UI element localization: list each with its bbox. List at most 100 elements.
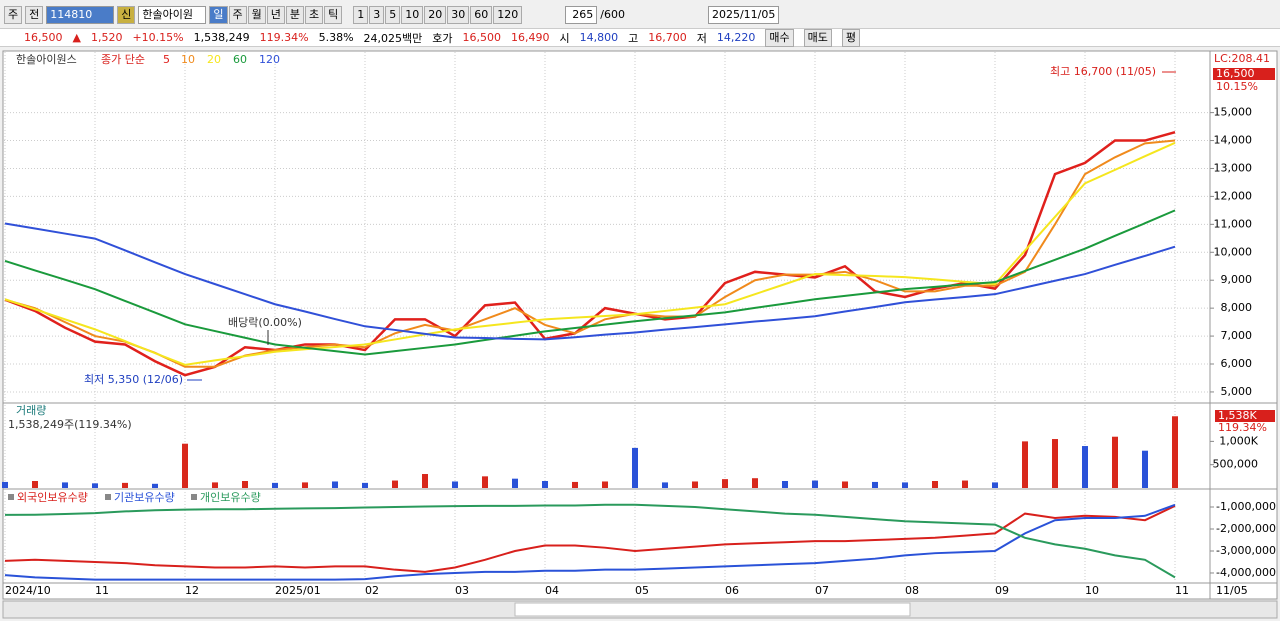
turnover: 5.38% — [318, 31, 354, 44]
legend-entry: 20 — [207, 53, 221, 66]
volume-badge — [1215, 410, 1275, 422]
y-tick-label: -4,000,000 — [1216, 566, 1276, 579]
legend-entry: 10 — [181, 53, 195, 66]
count-input[interactable]: 265 — [565, 5, 598, 24]
volume-bar — [272, 482, 278, 488]
chart-frame — [2, 50, 1278, 600]
legend-swatch — [8, 494, 14, 500]
scroll-thumb[interactable] — [514, 602, 911, 617]
axis-label: 119.34% — [1218, 421, 1267, 434]
interval-button[interactable]: 30 — [447, 5, 470, 24]
volume-bar — [1142, 450, 1148, 488]
y-tick-label: 500,000 — [1213, 458, 1259, 471]
legend-entry: 외국인보유수량 — [17, 491, 88, 504]
annotation: 최저 5,350 (12/06) — [84, 373, 183, 386]
y-tick-label: 9,000 — [1221, 273, 1253, 286]
period-button[interactable]: 주 — [228, 5, 247, 24]
volume-bar — [92, 483, 98, 488]
x-tick-label: 02 — [365, 584, 379, 597]
volume-bar — [842, 481, 848, 488]
interval-button[interactable]: 20 — [424, 5, 447, 24]
volume-bar — [902, 482, 908, 488]
period-button[interactable]: 초 — [305, 5, 324, 24]
ask: 16,500 — [462, 31, 502, 44]
avg-button[interactable]: 평 — [841, 28, 861, 47]
chart-title: 거래량 — [16, 404, 46, 417]
axis-label: 16,500 — [1216, 67, 1255, 80]
x-tick-label: 11 — [95, 584, 109, 597]
volume-bar — [872, 481, 878, 488]
x-tick-label: 03 — [455, 584, 469, 597]
sell-button[interactable]: 매도 — [803, 28, 832, 47]
volume-bar — [782, 481, 788, 488]
x-tick-label: 11 — [1175, 584, 1189, 597]
date-input[interactable]: 2025/11/05 — [707, 5, 780, 24]
volume: 1,538,249 — [193, 31, 250, 44]
volume-bar — [542, 481, 548, 488]
x-tick-label: 05 — [635, 584, 649, 597]
view-select[interactable]: 주 — [4, 5, 23, 24]
change: 1,520 — [90, 31, 123, 44]
volume-bar — [482, 476, 488, 488]
x-tick-label: 10 — [1085, 584, 1099, 597]
bid: 16,490 — [511, 31, 550, 44]
volume-bar — [2, 481, 8, 488]
low: 14,220 — [716, 31, 756, 44]
interval-button[interactable]: 3 — [369, 5, 385, 24]
series-line — [4, 503, 1176, 579]
legend-entry: 개인보유수량 — [200, 491, 261, 504]
x-end-label: 11/05 — [1216, 584, 1248, 597]
max-count: /600 — [600, 8, 625, 21]
period-button[interactable]: 틱 — [324, 5, 343, 24]
interval-button[interactable]: 120 — [493, 5, 523, 24]
interval-button[interactable]: 1 — [353, 5, 369, 24]
interval-button[interactable]: 60 — [470, 5, 493, 24]
period-button[interactable]: 분 — [285, 5, 304, 24]
open-label: 시 — [559, 31, 570, 45]
period-button[interactable]: 년 — [266, 5, 285, 24]
scope-select[interactable]: 전 — [25, 5, 44, 24]
annotation: 최고 16,700 (11/05) — [1050, 65, 1156, 78]
volume-bar — [1112, 436, 1118, 488]
y-tick-label: 14,000 — [1214, 134, 1253, 147]
legend-entry: 120 — [259, 53, 280, 66]
series-line — [4, 504, 1176, 573]
interval-button[interactable]: 5 — [385, 5, 401, 24]
x-tick-label: 12 — [185, 584, 199, 597]
volume-bar — [752, 478, 758, 488]
volume-bar — [512, 478, 518, 488]
y-tick-label: -3,000,000 — [1216, 544, 1276, 557]
y-tick-label: -2,000,000 — [1216, 522, 1276, 535]
volume-bar — [392, 480, 398, 488]
volume-bar — [212, 482, 218, 488]
x-tick-label: 2025/01 — [275, 584, 321, 597]
volume-bar — [422, 474, 428, 488]
legend-entry: 5 — [163, 53, 170, 66]
y-tick-label: 15,000 — [1214, 106, 1253, 119]
volume-bar — [722, 479, 728, 488]
volume-bar — [362, 482, 368, 488]
volume-ratio: 119.34% — [259, 31, 309, 44]
buy-button[interactable]: 매수 — [765, 28, 794, 47]
volume-bar — [692, 481, 698, 488]
series-line — [4, 222, 1176, 341]
volume-bar — [152, 483, 158, 488]
volume-bar — [662, 482, 668, 488]
y-tick-label: 7,000 — [1221, 329, 1253, 342]
y-tick-label: 13,000 — [1214, 161, 1253, 174]
period-button[interactable]: 일 — [209, 5, 228, 24]
axis-label: 10.15% — [1216, 80, 1258, 93]
period-button[interactable]: 월 — [247, 5, 266, 24]
volume-bar — [32, 481, 38, 488]
stock-name: 한솔아이원 — [138, 5, 207, 24]
amount: 24,025백만 — [363, 31, 423, 45]
code-input[interactable]: 114810 — [46, 5, 115, 24]
y-tick-label: 5,000 — [1221, 385, 1253, 398]
series-line — [4, 503, 1176, 581]
interval-button[interactable]: 10 — [401, 5, 424, 24]
legend-swatch — [105, 494, 111, 500]
volume-bar — [962, 480, 968, 488]
y-tick-label: 8,000 — [1221, 301, 1253, 314]
